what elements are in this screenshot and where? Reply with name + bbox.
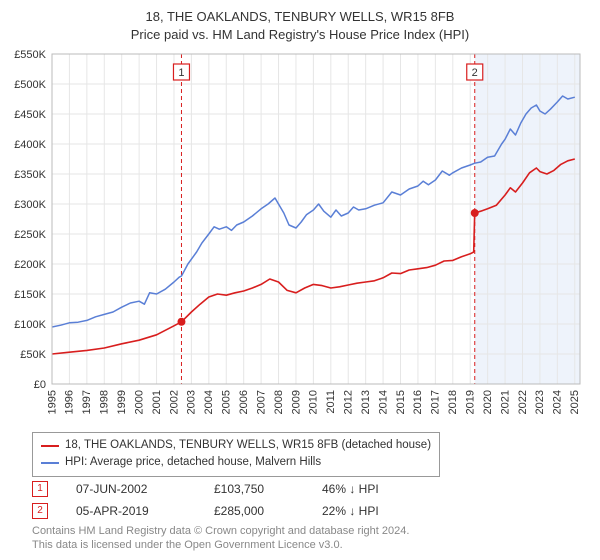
legend-box: 18, THE OAKLANDS, TENBURY WELLS, WR15 8F… (32, 432, 440, 477)
svg-text:£550K: £550K (14, 49, 46, 61)
chart-title-block: 18, THE OAKLANDS, TENBURY WELLS, WR15 8F… (0, 0, 600, 43)
svg-text:£50K: £50K (20, 349, 46, 361)
svg-text:2001: 2001 (151, 390, 163, 414)
svg-text:£200K: £200K (14, 259, 46, 271)
svg-text:£150K: £150K (14, 289, 46, 301)
legend-swatch (41, 445, 59, 447)
sale-marker-icon: 1 (32, 481, 48, 497)
svg-text:2000: 2000 (133, 390, 145, 414)
svg-text:£0: £0 (34, 379, 46, 391)
svg-text:2014: 2014 (377, 390, 389, 414)
sale-row: 2 05-APR-2019 £285,000 22% ↓ HPI (32, 500, 422, 522)
svg-text:2003: 2003 (186, 390, 198, 414)
svg-text:2004: 2004 (203, 390, 215, 414)
svg-text:2002: 2002 (168, 390, 180, 414)
svg-text:£250K: £250K (14, 229, 46, 241)
svg-text:2018: 2018 (447, 390, 459, 414)
svg-text:1996: 1996 (64, 390, 76, 414)
svg-text:2012: 2012 (343, 390, 355, 414)
svg-text:2023: 2023 (534, 390, 546, 414)
svg-text:2019: 2019 (465, 390, 477, 414)
svg-text:2015: 2015 (395, 390, 407, 414)
sale-delta: 22% ↓ HPI (322, 504, 422, 518)
chart-svg: £0 £50K £100K £150K £200K £250K £300K £350K £400… (0, 48, 600, 428)
svg-text:1: 1 (178, 67, 184, 79)
svg-text:2013: 2013 (360, 390, 372, 414)
svg-text:£300K: £300K (14, 199, 46, 211)
legend-swatch (41, 462, 59, 464)
svg-text:£100K: £100K (14, 319, 46, 331)
footer-line: Contains HM Land Registry data © Crown c… (32, 524, 409, 538)
svg-text:£500K: £500K (14, 79, 46, 91)
sale-row: 1 07-JUN-2002 £103,750 46% ↓ HPI (32, 478, 422, 500)
svg-text:2009: 2009 (290, 390, 302, 414)
svg-text:2: 2 (472, 67, 478, 79)
svg-text:2025: 2025 (569, 390, 581, 414)
chart-title-line2: Price paid vs. HM Land Registry's House … (0, 26, 600, 44)
svg-text:1997: 1997 (81, 390, 93, 414)
chart-title-line1: 18, THE OAKLANDS, TENBURY WELLS, WR15 8F… (0, 8, 600, 26)
svg-text:1999: 1999 (116, 390, 128, 414)
svg-text:2008: 2008 (273, 390, 285, 414)
svg-text:1998: 1998 (99, 390, 111, 414)
legend-row-hpi: HPI: Average price, detached house, Malv… (41, 454, 431, 471)
svg-text:£450K: £450K (14, 109, 46, 121)
sale-marker-icon: 2 (32, 503, 48, 519)
chart-area: £0 £50K £100K £150K £200K £250K £300K £350K £400… (0, 48, 600, 428)
svg-text:£350K: £350K (14, 169, 46, 181)
footer-attribution: Contains HM Land Registry data © Crown c… (32, 524, 409, 553)
svg-text:2011: 2011 (325, 390, 337, 414)
svg-text:2007: 2007 (255, 390, 267, 414)
svg-text:2021: 2021 (499, 390, 511, 414)
legend-row-price-paid: 18, THE OAKLANDS, TENBURY WELLS, WR15 8F… (41, 437, 431, 454)
sale-price: £103,750 (214, 482, 294, 496)
legend-text: HPI: Average price, detached house, Malv… (65, 454, 321, 471)
svg-text:2017: 2017 (430, 390, 442, 414)
svg-text:2024: 2024 (552, 390, 564, 414)
svg-text:2022: 2022 (517, 390, 529, 414)
sale-date: 05-APR-2019 (76, 504, 186, 518)
svg-text:2006: 2006 (238, 390, 250, 414)
svg-text:2010: 2010 (308, 390, 320, 414)
footer-line: This data is licensed under the Open Gov… (32, 538, 409, 552)
legend-text: 18, THE OAKLANDS, TENBURY WELLS, WR15 8F… (65, 437, 431, 454)
svg-text:2020: 2020 (482, 390, 494, 414)
svg-text:2005: 2005 (221, 390, 233, 414)
svg-text:£400K: £400K (14, 139, 46, 151)
svg-text:2016: 2016 (412, 390, 424, 414)
sale-date: 07-JUN-2002 (76, 482, 186, 496)
sales-table: 1 07-JUN-2002 £103,750 46% ↓ HPI 2 05-AP… (32, 478, 422, 522)
sale-price: £285,000 (214, 504, 294, 518)
sale-delta: 46% ↓ HPI (322, 482, 422, 496)
svg-text:1995: 1995 (46, 390, 58, 414)
